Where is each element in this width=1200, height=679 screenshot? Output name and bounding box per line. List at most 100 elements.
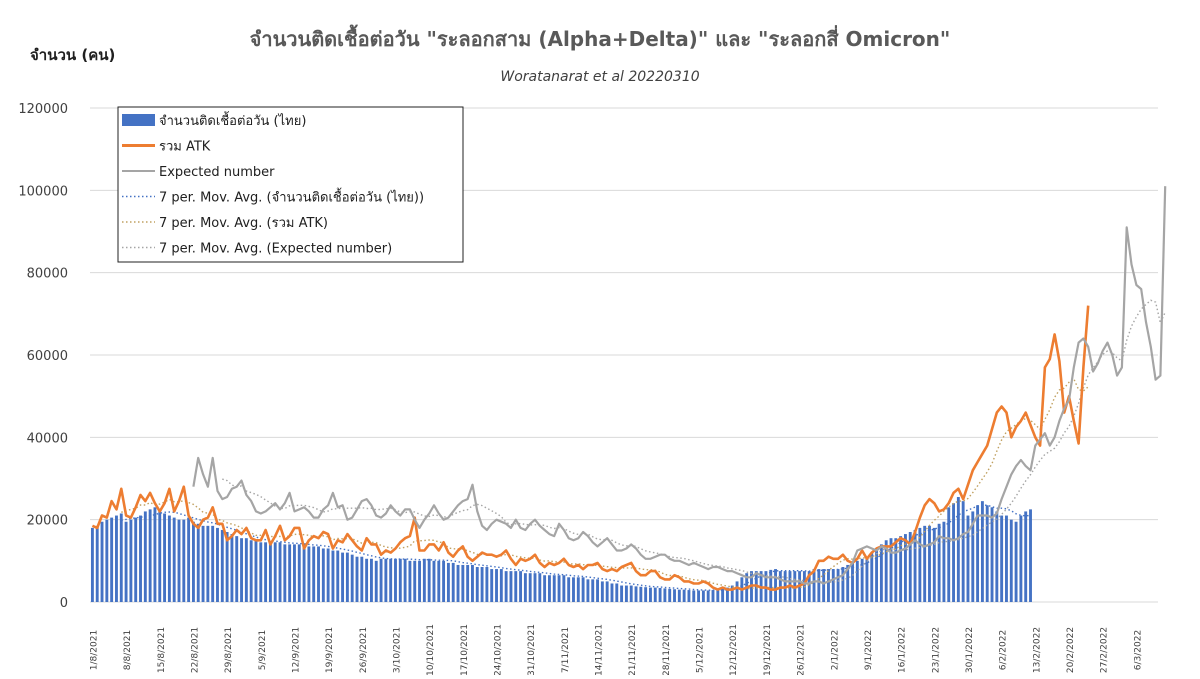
bar: [490, 569, 494, 602]
bar: [394, 558, 397, 602]
bar: [644, 587, 648, 602]
bar: [523, 573, 527, 602]
legend-label: 7 per. Mov. Avg. (Expected number): [159, 242, 392, 257]
bar: [605, 581, 609, 602]
bar: [822, 569, 826, 602]
x-tick-label: 14/11/2021: [595, 624, 605, 675]
bar: [268, 542, 272, 602]
bar: [952, 503, 955, 602]
bar: [692, 590, 696, 602]
bar-layer: [90, 497, 1032, 602]
bar: [879, 544, 883, 602]
x-tick-label: 30/1/2022: [965, 627, 975, 673]
x-tick-label: 3/10/2021: [392, 627, 402, 673]
bar: [317, 546, 320, 602]
legend-label: จำนวนติดเชื้อต่อวัน (ไทย): [159, 111, 306, 129]
bar: [273, 542, 277, 602]
bar: [278, 542, 282, 602]
bar: [581, 577, 585, 602]
bar: [1000, 515, 1004, 602]
bar: [360, 556, 364, 602]
series-line: [91, 305, 1090, 591]
bar: [1009, 519, 1013, 602]
bar: [961, 501, 965, 602]
bar: [831, 569, 835, 602]
moving-average-layer: [121, 299, 1166, 591]
bar: [547, 575, 551, 602]
bar: [341, 552, 345, 602]
chart-title: จำนวนติดเชื้อต่อวัน "ระลอกสาม (Alpha+Del…: [250, 24, 951, 51]
bar: [139, 515, 142, 602]
x-tick-label: 21/11/2021: [628, 624, 638, 675]
bar: [894, 538, 898, 602]
bar: [403, 558, 407, 602]
bar: [158, 511, 162, 602]
bar: [543, 575, 547, 602]
bar: [148, 509, 152, 602]
bar: [172, 517, 176, 602]
x-tick-label: 9/1/2022: [864, 630, 874, 670]
bar: [903, 534, 907, 602]
legend-label: รวม ATK: [159, 140, 211, 155]
y-tick-label: 120000: [18, 102, 68, 117]
y-tick-label: 0: [60, 596, 68, 611]
bar: [841, 567, 845, 602]
bar: [466, 564, 470, 602]
x-tick-label: 12/12/2021: [729, 624, 739, 675]
series-line: [192, 186, 1167, 585]
bar: [235, 536, 239, 602]
bar: [629, 585, 633, 602]
bar: [928, 525, 931, 602]
bar: [115, 515, 118, 602]
bar: [451, 562, 455, 602]
bar: [480, 567, 484, 602]
legend-label: 7 per. Mov. Avg. (รวม ATK): [159, 216, 328, 231]
y-tick-label: 60000: [27, 349, 68, 364]
bar: [259, 542, 263, 602]
x-tick-label: 28/11/2021: [662, 624, 672, 675]
bar: [923, 525, 927, 602]
bar: [649, 587, 652, 602]
bar: [143, 511, 147, 602]
bar: [519, 571, 523, 602]
bar: [432, 560, 436, 602]
bar: [105, 519, 109, 602]
x-tick-label: 26/9/2021: [359, 627, 369, 673]
bar: [836, 569, 840, 602]
bar: [586, 579, 590, 602]
bar: [591, 579, 595, 602]
x-tick-label: 15/8/2021: [157, 627, 167, 673]
bar: [942, 521, 946, 602]
bar: [110, 517, 114, 602]
bar: [639, 586, 643, 602]
bar: [947, 507, 951, 602]
bar: [677, 589, 681, 602]
bar: [913, 529, 917, 602]
bar: [716, 589, 720, 602]
y-axis-label: จำนวน (คน): [30, 46, 115, 64]
x-tick-label: 20/2/2022: [1066, 627, 1076, 673]
bar: [240, 538, 243, 602]
bar: [225, 532, 229, 602]
bar: [446, 562, 450, 602]
x-tick-label: 13/2/2022: [1032, 627, 1042, 673]
bar: [634, 586, 638, 602]
bar: [288, 544, 292, 602]
x-tick-label: 6/3/2022: [1133, 630, 1143, 670]
bar: [884, 540, 888, 602]
bar: [562, 575, 566, 602]
bar: [369, 558, 373, 602]
bar: [528, 573, 532, 602]
bar: [615, 583, 619, 602]
moving-average-line: [121, 377, 1089, 590]
bar: [995, 511, 999, 602]
bar: [769, 569, 773, 602]
bar: [908, 532, 912, 602]
bar: [153, 507, 157, 602]
x-tick-label: 27/2/2022: [1100, 627, 1110, 673]
bar: [576, 577, 580, 602]
bar: [600, 581, 604, 602]
bar: [422, 558, 426, 602]
bar: [437, 560, 441, 602]
bar: [119, 513, 123, 602]
